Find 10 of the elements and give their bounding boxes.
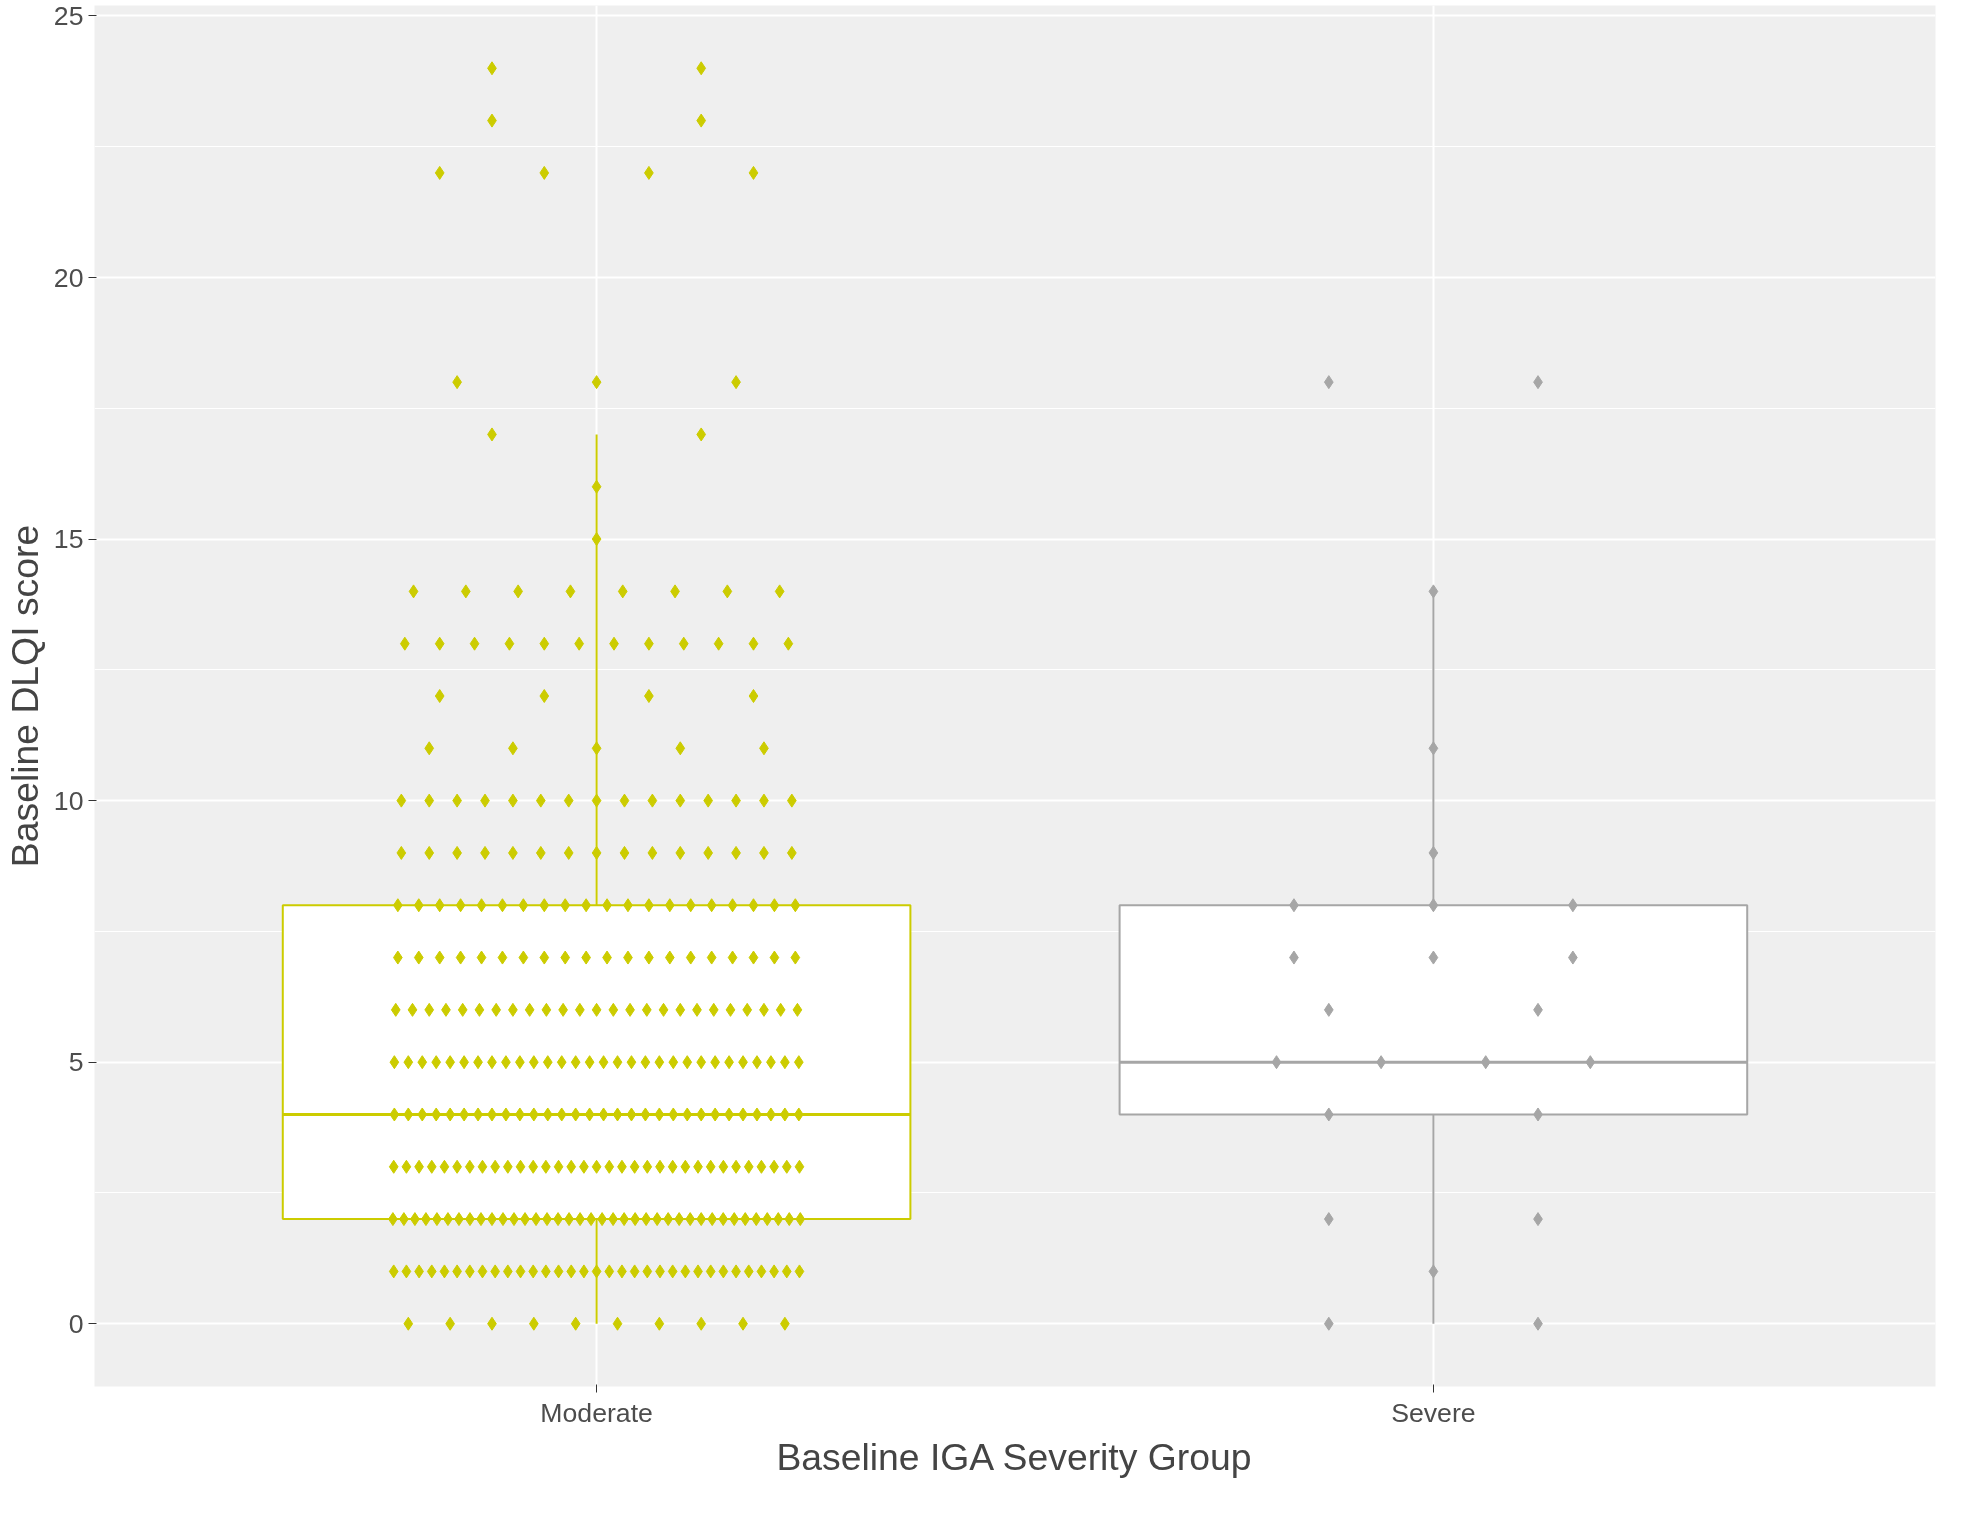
y-tick-label: 25: [53, 0, 84, 31]
x-tick-label: Moderate: [540, 1397, 653, 1428]
y-tick-label: 15: [53, 524, 84, 555]
y-axis-title: Baseline DLQI score: [3, 524, 46, 868]
y-tick-label: 0: [68, 1308, 84, 1339]
y-tick-label: 10: [53, 785, 84, 816]
y-tick-label: 5: [68, 1047, 84, 1078]
x-tick-label: Severe: [1391, 1397, 1476, 1428]
y-tick-label: 20: [53, 262, 84, 293]
x-axis-title: Baseline IGA Severity Group: [776, 1435, 1252, 1478]
